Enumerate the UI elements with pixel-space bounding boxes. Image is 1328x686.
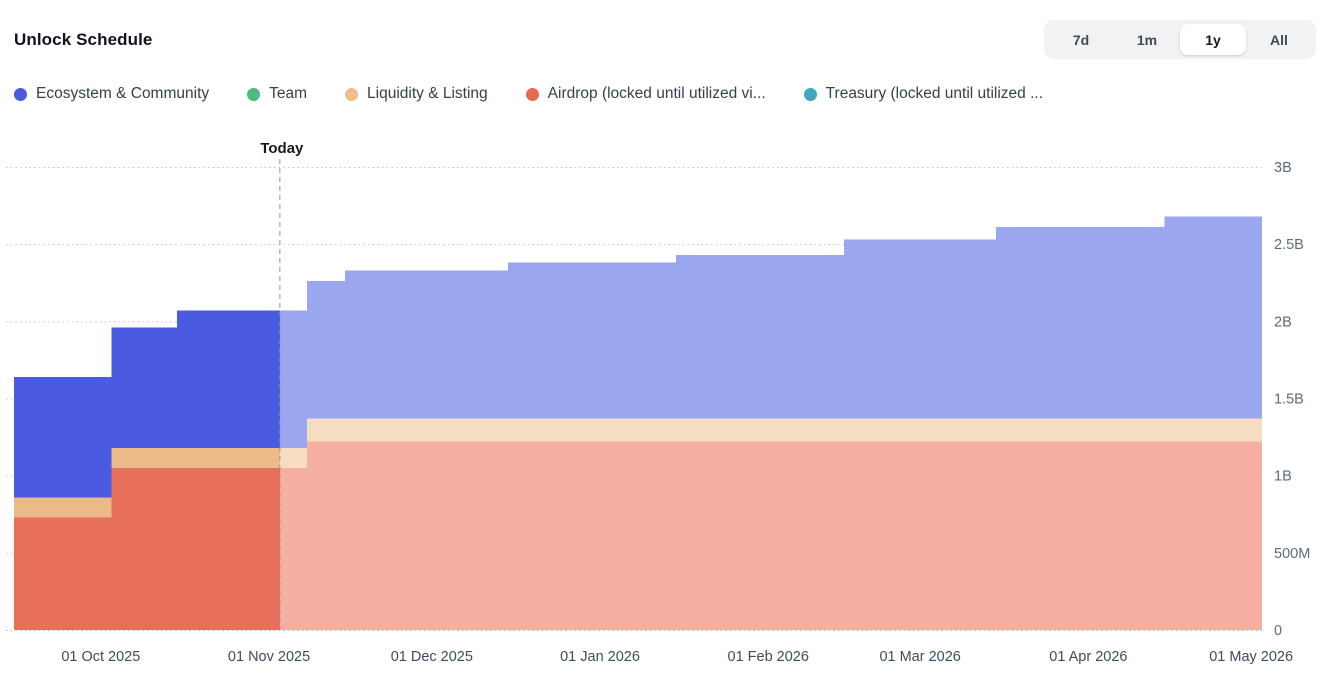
svg-text:01 Jan 2026: 01 Jan 2026 bbox=[560, 649, 640, 665]
area-segment[interactable] bbox=[996, 227, 1165, 419]
page-title: Unlock Schedule bbox=[14, 29, 153, 49]
svg-text:01 Dec 2025: 01 Dec 2025 bbox=[391, 649, 473, 665]
svg-text:1.5B: 1.5B bbox=[1274, 392, 1304, 408]
svg-text:500M: 500M bbox=[1274, 546, 1310, 562]
area-segment[interactable] bbox=[996, 441, 1165, 630]
time-range-selector: 7d 1m 1y All bbox=[1044, 20, 1316, 59]
svg-text:01 May 2026: 01 May 2026 bbox=[1209, 649, 1293, 665]
area-segment[interactable] bbox=[344, 418, 508, 442]
area-segment[interactable] bbox=[675, 441, 845, 630]
area-segment[interactable] bbox=[675, 254, 845, 419]
unlock-chart[interactable]: 0 500M 1B 1.5B 2B 2.5B 3B 01 Oct 2025 01 Nov 202… bbox=[0, 139, 1328, 685]
area-segment[interactable] bbox=[14, 376, 112, 498]
area-segment[interactable] bbox=[844, 239, 997, 419]
legend-dot-airdrop-icon bbox=[525, 87, 539, 101]
area-segment[interactable] bbox=[307, 281, 345, 419]
svg-text:2B: 2B bbox=[1274, 314, 1292, 330]
area-segment[interactable] bbox=[844, 441, 997, 630]
legend-item-liquidity[interactable]: Liquidity & Listing bbox=[345, 85, 488, 103]
today-label: Today bbox=[260, 140, 304, 157]
area-segment[interactable] bbox=[279, 447, 308, 468]
legend-dot-team-icon bbox=[247, 87, 261, 101]
area-segment[interactable] bbox=[344, 441, 508, 630]
area-segment[interactable] bbox=[844, 418, 997, 442]
svg-text:3B: 3B bbox=[1274, 160, 1292, 176]
area-segment[interactable] bbox=[996, 418, 1165, 442]
legend-dot-treasury-icon bbox=[803, 87, 817, 101]
legend-label-airdrop: Airdrop (locked until utilized vi... bbox=[547, 85, 766, 102]
legend-item-airdrop[interactable]: Airdrop (locked until utilized vi... bbox=[525, 85, 766, 103]
legend-item-ecosystem[interactable]: Ecosystem & Community bbox=[14, 85, 209, 103]
area-segment[interactable] bbox=[507, 441, 676, 630]
range-1m-button[interactable]: 1m bbox=[1114, 24, 1180, 55]
range-all-button[interactable]: All bbox=[1246, 24, 1312, 55]
svg-text:01 Oct 2025: 01 Oct 2025 bbox=[61, 649, 140, 665]
legend-label-team: Team bbox=[269, 85, 308, 102]
svg-text:01 Feb 2026: 01 Feb 2026 bbox=[728, 649, 809, 665]
svg-text:1B: 1B bbox=[1274, 469, 1292, 485]
area-segment[interactable] bbox=[675, 418, 845, 442]
area-segment[interactable] bbox=[1164, 418, 1262, 442]
svg-text:01 Mar 2026: 01 Mar 2026 bbox=[879, 649, 960, 665]
svg-text:01 Nov 2025: 01 Nov 2025 bbox=[228, 649, 310, 665]
legend-label-treasury: Treasury (locked until utilized ... bbox=[825, 85, 1044, 102]
area-segment[interactable] bbox=[307, 418, 345, 442]
legend-dot-liquidity-icon bbox=[345, 87, 359, 101]
legend-item-treasury[interactable]: Treasury (locked until utilized ... bbox=[803, 85, 1044, 103]
area-segment[interactable] bbox=[14, 497, 112, 518]
svg-text:2.5B: 2.5B bbox=[1274, 237, 1304, 253]
area-segment[interactable] bbox=[279, 467, 308, 630]
legend-item-team[interactable]: Team bbox=[247, 85, 307, 103]
stacked-areas bbox=[14, 216, 1262, 630]
area-segment[interactable] bbox=[344, 270, 508, 419]
panel-header: Unlock Schedule 7d 1m 1y All bbox=[0, 0, 1328, 59]
area-segment[interactable] bbox=[176, 447, 280, 468]
legend-label-liquidity: Liquidity & Listing bbox=[367, 85, 488, 102]
range-7d-button[interactable]: 7d bbox=[1048, 24, 1114, 55]
legend-label-ecosystem: Ecosystem & Community bbox=[36, 85, 210, 102]
x-axis-labels: 01 Oct 2025 01 Nov 2025 01 Dec 2025 01 Jan … bbox=[61, 649, 1293, 665]
range-1y-button[interactable]: 1y bbox=[1180, 24, 1246, 55]
area-segment[interactable] bbox=[14, 517, 112, 630]
legend: Ecosystem & Community Team Liquidity & L… bbox=[0, 59, 1328, 103]
area-segment[interactable] bbox=[1164, 441, 1262, 630]
legend-dot-ecosystem-icon bbox=[14, 87, 27, 101]
area-segment[interactable] bbox=[279, 310, 308, 448]
area-segment[interactable] bbox=[1164, 216, 1262, 419]
area-segment[interactable] bbox=[176, 310, 280, 448]
svg-text:01 Apr 2026: 01 Apr 2026 bbox=[1049, 649, 1127, 665]
area-segment[interactable] bbox=[111, 467, 177, 630]
area-segment[interactable] bbox=[507, 262, 676, 419]
area-segment[interactable] bbox=[507, 418, 676, 442]
area-segment[interactable] bbox=[111, 447, 177, 468]
y-axis-labels: 0 500M 1B 1.5B 2B 2.5B 3B bbox=[1274, 160, 1310, 639]
area-segment[interactable] bbox=[176, 467, 280, 630]
area-segment[interactable] bbox=[111, 327, 177, 448]
area-segment[interactable] bbox=[307, 441, 345, 630]
svg-text:0: 0 bbox=[1274, 623, 1282, 639]
